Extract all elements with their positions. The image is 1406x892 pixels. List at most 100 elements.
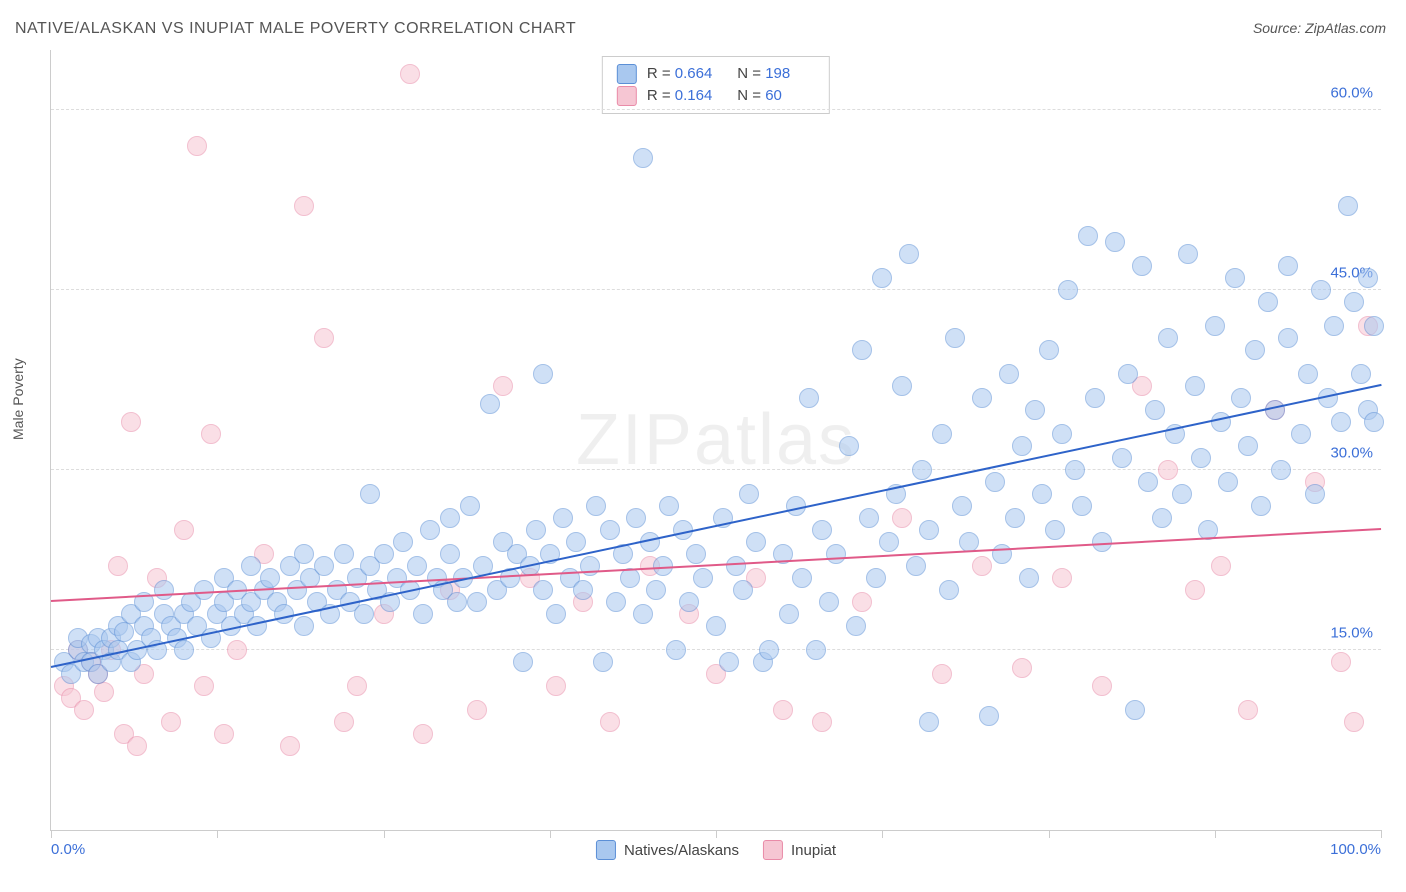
scatter-point <box>1039 340 1059 360</box>
scatter-point <box>773 700 793 720</box>
scatter-point <box>746 532 766 552</box>
scatter-point <box>1271 460 1291 480</box>
scatter-point <box>1331 412 1351 432</box>
scatter-point <box>1311 280 1331 300</box>
scatter-point <box>1058 280 1078 300</box>
scatter-point <box>985 472 1005 492</box>
y-tick-label: 60.0% <box>1330 85 1373 102</box>
y-tick-label: 30.0% <box>1330 445 1373 462</box>
scatter-point <box>74 700 94 720</box>
scatter-point <box>593 652 613 672</box>
x-tick-label: 0.0% <box>51 841 85 858</box>
scatter-point <box>1205 316 1225 336</box>
scatter-point <box>354 604 374 624</box>
scatter-point <box>533 580 553 600</box>
scatter-point <box>194 580 214 600</box>
scatter-point <box>1238 436 1258 456</box>
correlation-legend: R = 0.664 N = 198R = 0.164 N = 60 <box>602 56 830 114</box>
scatter-point <box>919 712 939 732</box>
scatter-point <box>533 364 553 384</box>
scatter-point <box>799 388 819 408</box>
scatter-point <box>1178 244 1198 264</box>
source-label: Source: ZipAtlas.com <box>1253 20 1386 36</box>
scatter-point <box>633 148 653 168</box>
scatter-point <box>600 712 620 732</box>
scatter-point <box>1331 652 1351 672</box>
scatter-point <box>806 640 826 660</box>
x-tick <box>550 830 551 838</box>
scatter-point <box>1278 256 1298 276</box>
x-tick <box>1381 830 1382 838</box>
scatter-point <box>573 580 593 600</box>
scatter-point <box>553 508 573 528</box>
scatter-point <box>161 712 181 732</box>
scatter-point <box>440 544 460 564</box>
scatter-point <box>407 556 427 576</box>
gridline <box>51 649 1381 650</box>
scatter-point <box>546 604 566 624</box>
scatter-point <box>839 436 859 456</box>
scatter-point <box>606 592 626 612</box>
x-tick <box>1215 830 1216 838</box>
scatter-point <box>1092 676 1112 696</box>
scatter-point <box>334 712 354 732</box>
scatter-point <box>1172 484 1192 504</box>
scatter-point <box>600 520 620 540</box>
scatter-point <box>121 412 141 432</box>
scatter-point <box>992 544 1012 564</box>
legend-item: Natives/Alaskans <box>596 840 739 860</box>
scatter-point <box>1085 388 1105 408</box>
scatter-point <box>194 676 214 696</box>
legend-label: Natives/Alaskans <box>624 842 739 859</box>
scatter-point <box>892 376 912 396</box>
scatter-point <box>1351 364 1371 384</box>
scatter-point <box>1305 484 1325 504</box>
scatter-point <box>214 724 234 744</box>
scatter-point <box>1251 496 1271 516</box>
scatter-point <box>892 508 912 528</box>
scatter-point <box>1132 256 1152 276</box>
scatter-point <box>513 652 533 672</box>
scatter-point <box>1158 460 1178 480</box>
scatter-point <box>360 484 380 504</box>
legend-stats: R = 0.164 N = 60 <box>647 85 815 107</box>
scatter-point <box>1052 424 1072 444</box>
scatter-point <box>566 532 586 552</box>
scatter-point <box>247 616 267 636</box>
scatter-point <box>400 64 420 84</box>
scatter-point <box>1211 556 1231 576</box>
legend-row: R = 0.164 N = 60 <box>617 85 815 107</box>
scatter-point <box>1032 484 1052 504</box>
scatter-point <box>493 376 513 396</box>
gridline <box>51 469 1381 470</box>
scatter-point <box>826 544 846 564</box>
scatter-point <box>972 388 992 408</box>
chart-title: NATIVE/ALASKAN VS INUPIAT MALE POVERTY C… <box>15 20 576 38</box>
x-tick <box>217 830 218 838</box>
x-tick <box>1049 830 1050 838</box>
scatter-point <box>467 592 487 612</box>
scatter-point <box>945 328 965 348</box>
scatter-point <box>726 556 746 576</box>
scatter-point <box>1225 268 1245 288</box>
scatter-point <box>846 616 866 636</box>
scatter-point <box>1218 472 1238 492</box>
scatter-point <box>1012 436 1032 456</box>
scatter-point <box>659 496 679 516</box>
scatter-point <box>1045 520 1065 540</box>
scatter-point <box>586 496 606 516</box>
scatter-point <box>906 556 926 576</box>
scatter-point <box>1344 292 1364 312</box>
scatter-point <box>241 556 261 576</box>
scatter-point <box>227 640 247 660</box>
scatter-point <box>1344 712 1364 732</box>
scatter-point <box>294 616 314 636</box>
scatter-point <box>127 736 147 756</box>
legend-row: R = 0.664 N = 198 <box>617 63 815 85</box>
scatter-point <box>314 328 334 348</box>
scatter-point <box>879 532 899 552</box>
legend-stats: R = 0.664 N = 198 <box>647 63 815 85</box>
scatter-point <box>447 592 467 612</box>
x-tick <box>716 830 717 838</box>
scatter-point <box>693 568 713 588</box>
